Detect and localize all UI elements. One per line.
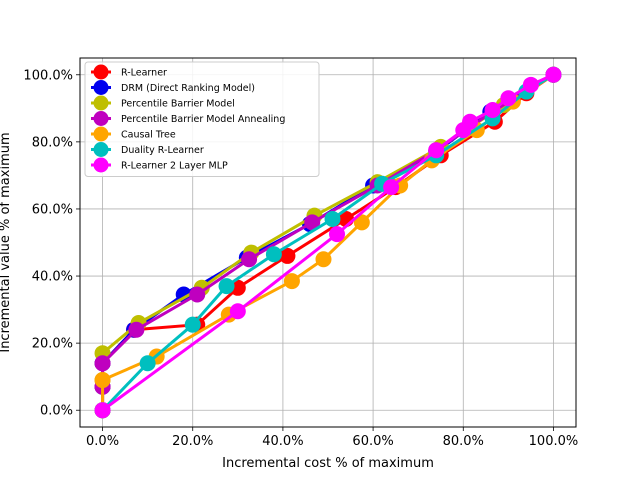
- data-point: [500, 90, 517, 107]
- series-6: [94, 66, 562, 419]
- legend-label: R-Learner 2 Layer MLP: [121, 161, 228, 172]
- x-tick-label: 40.0%: [262, 434, 303, 449]
- x-tick-label: 80.0%: [443, 434, 484, 449]
- legend-item: Causal Tree: [91, 126, 176, 142]
- x-tick-label: 100.0%: [529, 434, 579, 449]
- data-point: [353, 214, 370, 231]
- y-tick-label: 40.0%: [32, 270, 73, 285]
- data-point: [462, 113, 479, 130]
- data-point: [241, 251, 258, 268]
- y-tick-label: 0.0%: [40, 404, 73, 419]
- series-layer: [94, 66, 562, 419]
- legend-item: Duality R-Learner: [91, 142, 204, 157]
- x-axis-label: Incremental cost % of maximum: [222, 456, 434, 471]
- legend-label: Percentile Barrier Model Annealing: [121, 114, 285, 125]
- legend-label: Percentile Barrier Model: [121, 99, 235, 110]
- data-point: [139, 355, 156, 372]
- data-point: [324, 211, 341, 228]
- plot-frame: [79, 57, 577, 428]
- y-tick-label: 80.0%: [32, 135, 73, 150]
- data-point: [279, 247, 296, 264]
- legend-swatch-marker: [93, 64, 109, 80]
- data-point: [229, 303, 246, 320]
- legend-item: Percentile Barrier Model: [91, 95, 235, 111]
- y-axis-label: Incremental value % of maximum: [0, 132, 13, 352]
- y-tick-label: 100.0%: [23, 68, 73, 83]
- data-point: [94, 355, 111, 372]
- legend-label: DRM (Direct Ranking Model): [121, 83, 255, 94]
- data-point: [94, 372, 111, 389]
- data-point: [218, 278, 235, 295]
- legend-label: R-Learner: [121, 68, 167, 79]
- data-point: [128, 321, 145, 338]
- x-tick-label: 60.0%: [352, 434, 393, 449]
- legend-item: DRM (Direct Ranking Model): [91, 80, 255, 95]
- data-point: [383, 179, 400, 196]
- legend-swatch-marker: [93, 95, 109, 111]
- legend-label: Duality R-Learner: [121, 145, 204, 156]
- legend-swatch-marker: [93, 157, 109, 173]
- data-point: [522, 76, 539, 93]
- data-point: [428, 142, 445, 159]
- data-point: [315, 251, 332, 268]
- x-tick-label: 20.0%: [172, 434, 213, 449]
- y-tick-label: 60.0%: [32, 202, 73, 217]
- data-point: [283, 273, 300, 290]
- x-tick-label: 0.0%: [86, 434, 119, 449]
- legend-swatch-marker: [93, 80, 109, 95]
- legend-box: [84, 61, 320, 177]
- data-point: [189, 286, 206, 303]
- data-point: [304, 214, 321, 231]
- data-point: [184, 316, 201, 333]
- legend-swatch-marker: [93, 126, 109, 142]
- y-tick-label: 20.0%: [32, 337, 73, 352]
- legend-item: R-Learner: [91, 64, 167, 80]
- legend-swatch-marker: [93, 111, 109, 126]
- legend-swatch-marker: [93, 142, 109, 157]
- data-point: [329, 226, 346, 243]
- data-point: [265, 246, 282, 263]
- data-point: [545, 66, 562, 83]
- legend: R-Learner DRM (Direct Ranking Model) Perce…: [84, 61, 320, 177]
- data-point: [94, 402, 111, 419]
- legend-label: Causal Tree: [121, 130, 176, 141]
- legend-item: R-Learner 2 Layer MLP: [91, 157, 228, 173]
- ticks: 0.0% 20.0% 40.0% 60.0% 80.0% 100.0% 0.0% 20.0% 4…: [23, 68, 578, 449]
- data-point: [484, 101, 501, 118]
- legend-item: Percentile Barrier Model Annealing: [91, 111, 285, 126]
